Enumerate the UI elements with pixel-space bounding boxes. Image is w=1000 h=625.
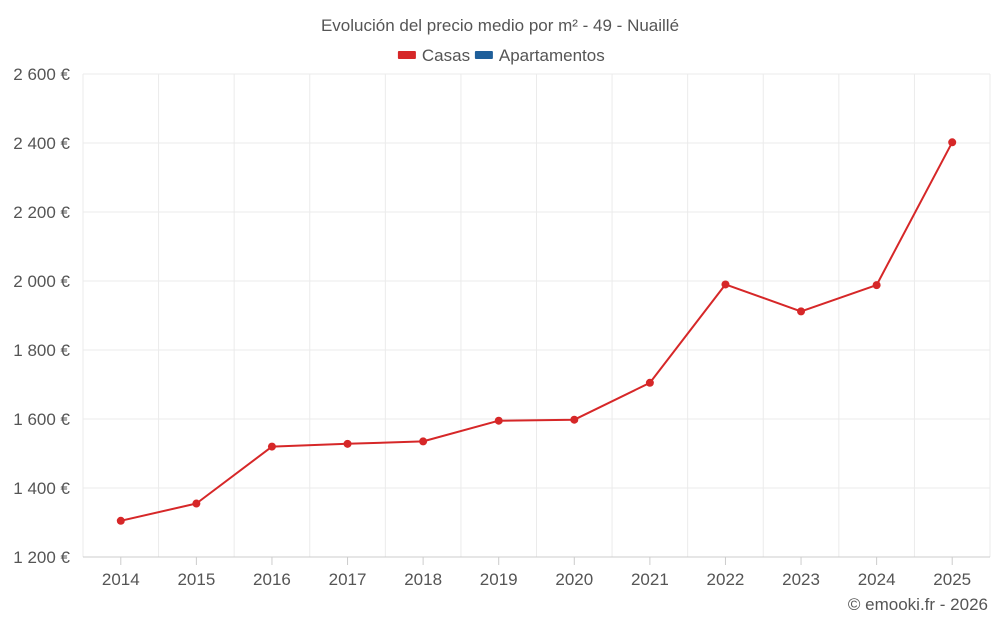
- y-tick-label: 2 000 €: [13, 272, 70, 291]
- data-point[interactable]: [116, 516, 125, 525]
- data-point[interactable]: [570, 415, 579, 424]
- x-tick-label: 2023: [782, 570, 820, 589]
- x-tick-label: 2017: [329, 570, 367, 589]
- grid: [82, 73, 991, 557]
- x-tick-label: 2019: [480, 570, 518, 589]
- y-tick-label: 2 200 €: [13, 203, 70, 222]
- legend-label[interactable]: Casas: [422, 46, 470, 65]
- data-point[interactable]: [267, 442, 276, 451]
- data-point[interactable]: [192, 499, 201, 508]
- x-tick-label: 2014: [102, 570, 140, 589]
- x-tick-label: 2021: [631, 570, 669, 589]
- legend-swatch: [397, 51, 416, 59]
- legend-label[interactable]: Apartamentos: [499, 46, 605, 65]
- series-layer: [116, 138, 957, 525]
- data-point[interactable]: [721, 280, 730, 289]
- data-point[interactable]: [494, 416, 503, 425]
- y-tick-label: 1 800 €: [13, 341, 70, 360]
- y-tick-label: 2 400 €: [13, 134, 70, 153]
- y-tick-label: 1 600 €: [13, 410, 70, 429]
- data-point[interactable]: [343, 439, 352, 448]
- data-point[interactable]: [948, 138, 957, 147]
- x-tick-label: 2022: [707, 570, 745, 589]
- legend: Casas Apartamentos: [397, 46, 605, 65]
- series-line-casas: [120, 141, 954, 522]
- data-point[interactable]: [645, 378, 654, 387]
- x-tick-label: 2024: [858, 570, 896, 589]
- data-point[interactable]: [419, 437, 428, 446]
- x-tick-label: 2020: [555, 570, 593, 589]
- legend-swatch: [474, 51, 493, 59]
- y-tick-label: 2 600 €: [13, 65, 70, 84]
- credit-text: © emooki.fr - 2026: [848, 595, 988, 614]
- x-tick-label: 2016: [253, 570, 291, 589]
- axes: 1 200 € 1 400 € 1 600 € 1 800 € 2 000 € 2 200…: [13, 65, 990, 589]
- y-tick-label: 1 200 €: [13, 548, 70, 567]
- y-tick-label: 1 400 €: [13, 479, 70, 498]
- data-point[interactable]: [797, 307, 806, 316]
- chart-title: Evolución del precio medio por m² - 49 -…: [321, 16, 679, 35]
- x-tick-label: 2018: [404, 570, 442, 589]
- data-point[interactable]: [872, 281, 881, 290]
- x-tick-label: 2015: [177, 570, 215, 589]
- x-tick-label: 2025: [933, 570, 971, 589]
